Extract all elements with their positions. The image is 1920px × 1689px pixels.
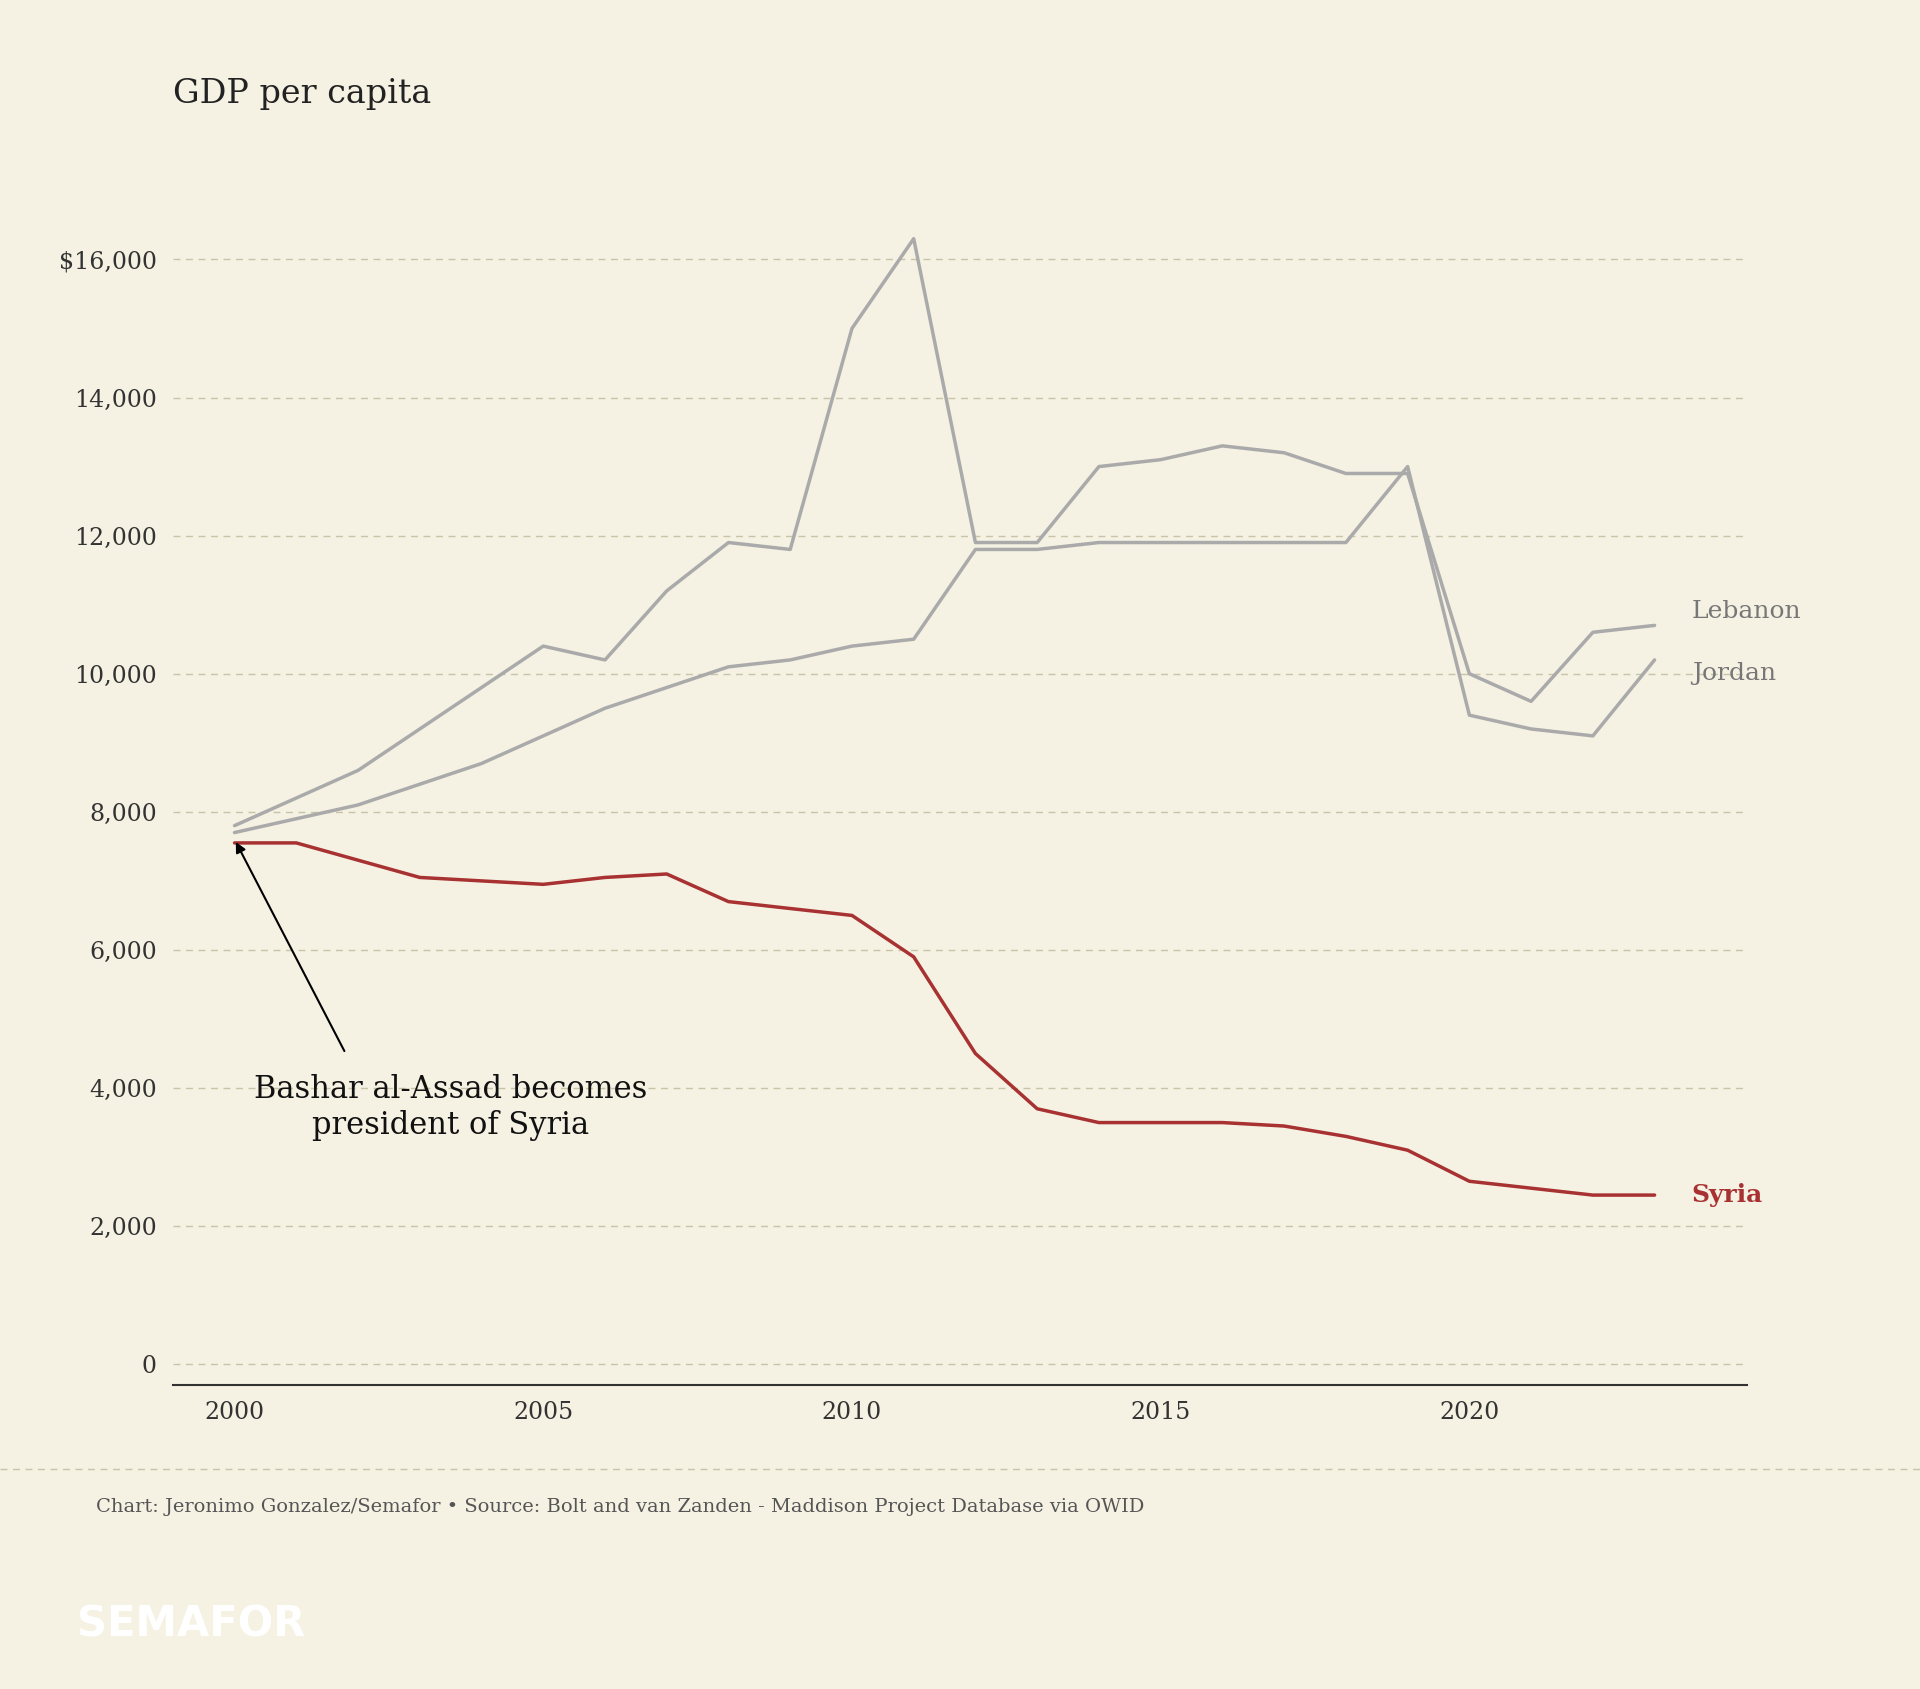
Text: Lebanon: Lebanon <box>1692 600 1801 623</box>
Text: Chart: Jeronimo Gonzalez/Semafor • Source: Bolt and van Zanden - Maddison Projec: Chart: Jeronimo Gonzalez/Semafor • Sourc… <box>96 1498 1144 1515</box>
Text: SEMAFOR: SEMAFOR <box>77 1603 305 1645</box>
Text: Jordan: Jordan <box>1692 662 1776 686</box>
Text: Bashar al-Assad becomes
president of Syria: Bashar al-Assad becomes president of Syr… <box>253 1074 647 1142</box>
Text: Syria: Syria <box>1692 1182 1763 1208</box>
Text: GDP per capita: GDP per capita <box>173 78 432 110</box>
